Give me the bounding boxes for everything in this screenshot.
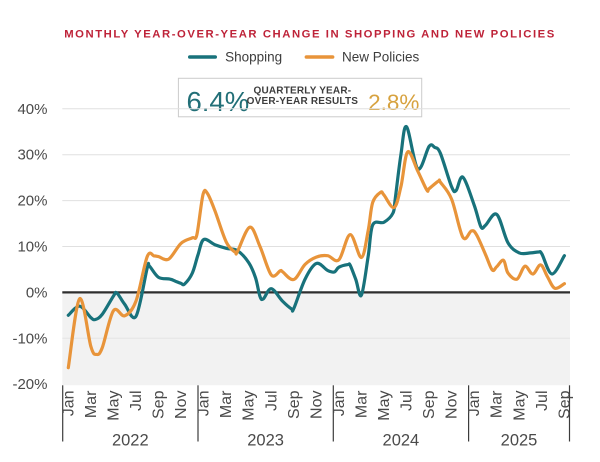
svg-text:OVER-YEAR RESULTS: OVER-YEAR RESULTS: [247, 96, 359, 107]
svg-text:Mar: Mar: [218, 390, 235, 418]
svg-text:MONTHLY YEAR-OVER-YEAR CHANGE: MONTHLY YEAR-OVER-YEAR CHANGE IN SHOPPIN…: [64, 29, 556, 41]
svg-text:Jan: Jan: [331, 391, 348, 417]
svg-text:Sep: Sep: [556, 390, 573, 419]
svg-text:Shopping: Shopping: [225, 50, 282, 65]
svg-text:10%: 10%: [17, 239, 47, 256]
svg-text:Jan: Jan: [466, 391, 483, 417]
svg-text:2022: 2022: [112, 432, 149, 450]
svg-text:New Policies: New Policies: [342, 50, 420, 65]
svg-text:QUARTERLY YEAR-: QUARTERLY YEAR-: [253, 85, 351, 96]
svg-text:20%: 20%: [17, 193, 47, 210]
svg-text:Sep: Sep: [286, 390, 303, 419]
svg-text:0%: 0%: [26, 284, 48, 301]
svg-text:Jan: Jan: [196, 391, 213, 417]
svg-text:Jul: Jul: [128, 391, 145, 411]
svg-text:Sep: Sep: [421, 390, 438, 419]
svg-text:Mar: Mar: [83, 390, 100, 418]
svg-text:May: May: [511, 391, 528, 421]
svg-text:Jul: Jul: [399, 391, 416, 411]
svg-text:Nov: Nov: [173, 391, 190, 419]
svg-text:30%: 30%: [17, 147, 47, 164]
svg-text:-20%: -20%: [12, 376, 47, 393]
svg-text:Jan: Jan: [60, 391, 77, 417]
svg-text:6.4%: 6.4%: [187, 86, 250, 117]
svg-text:Sep: Sep: [151, 390, 168, 419]
svg-text:Nov: Nov: [308, 391, 325, 419]
svg-text:May: May: [105, 391, 122, 421]
svg-text:40%: 40%: [17, 101, 47, 118]
svg-text:May: May: [241, 391, 258, 421]
svg-text:Jul: Jul: [263, 391, 280, 411]
svg-text:Mar: Mar: [353, 390, 370, 418]
svg-text:2025: 2025: [501, 432, 538, 450]
svg-text:Mar: Mar: [489, 390, 506, 418]
svg-text:2023: 2023: [247, 432, 284, 450]
svg-text:Nov: Nov: [444, 391, 461, 419]
svg-text:-10%: -10%: [12, 330, 47, 347]
svg-text:May: May: [376, 391, 393, 421]
svg-text:2024: 2024: [383, 432, 420, 450]
svg-text:Jul: Jul: [534, 391, 551, 411]
svg-text:2.8%: 2.8%: [368, 90, 419, 115]
